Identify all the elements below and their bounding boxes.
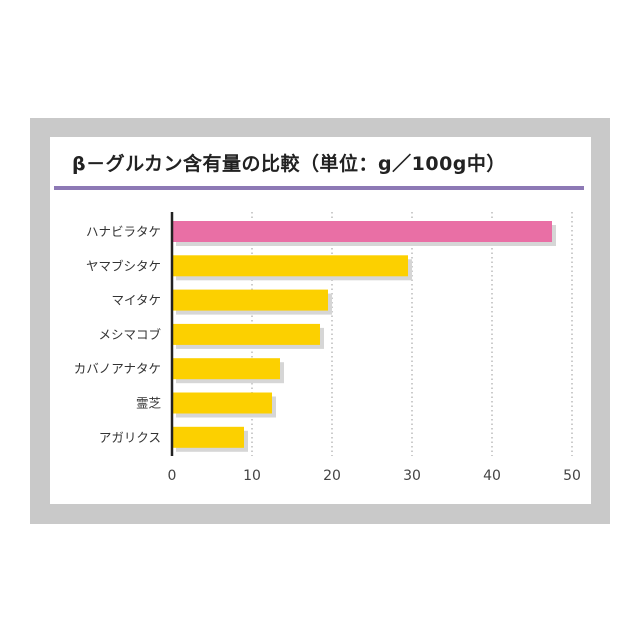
title-underline xyxy=(54,186,584,190)
tick-label-40: 40 xyxy=(483,468,501,484)
bar-1 xyxy=(172,255,408,277)
tick-label-30: 30 xyxy=(403,468,421,484)
category-label-4: カバノアナタケ xyxy=(74,361,161,376)
bar-3 xyxy=(172,323,320,345)
tick-label-0: 0 xyxy=(168,468,177,484)
category-label-0: ハナビラタケ xyxy=(86,224,161,239)
bar-5 xyxy=(172,392,272,414)
category-label-5: 霊芝 xyxy=(136,396,162,411)
bar-6 xyxy=(172,426,244,448)
category-label-1: ヤマブシタケ xyxy=(86,258,161,273)
tick-label-50: 50 xyxy=(563,468,581,484)
chart-title: β－グルカン含有量の比較（単位：g／100g中） xyxy=(72,153,506,175)
bars xyxy=(172,221,556,452)
category-label-6: アガリクス xyxy=(99,430,161,445)
category-label-2: マイタケ xyxy=(111,293,161,308)
chart-panel: β－グルカン含有量の比較（単位：g／100g中） xyxy=(50,137,591,504)
tick-label-20: 20 xyxy=(323,468,341,484)
tick-label-10: 10 xyxy=(243,468,261,484)
bar-2 xyxy=(172,289,328,311)
tick-labels: 0 10 20 30 40 50 xyxy=(168,468,581,484)
bar-0 xyxy=(172,221,552,242)
category-label-3: メシマコブ xyxy=(98,327,161,342)
bar-4 xyxy=(172,358,280,380)
